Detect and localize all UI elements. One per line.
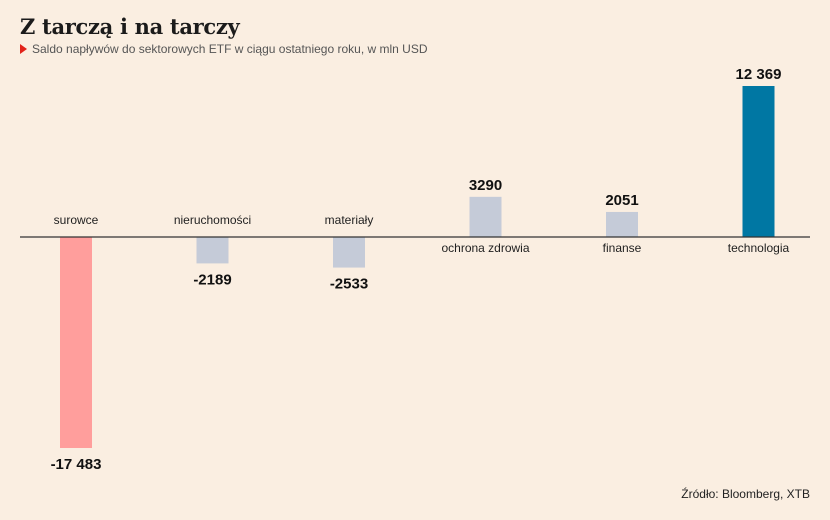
category-label-1: nieruchomości [174, 213, 251, 227]
category-label-4: finanse [603, 241, 642, 255]
category-label-3: ochrona zdrowia [441, 241, 529, 255]
red-triangle-icon [20, 44, 27, 54]
value-label-2: -2533 [330, 276, 368, 293]
source-note: Źródło: Bloomberg, XTB [681, 487, 810, 501]
category-label-0: surowce [54, 213, 99, 227]
chart-subtitle: Saldo napływów do sektorowych ETF w ciąg… [20, 42, 428, 56]
bar-3 [469, 196, 502, 237]
value-label-3: 3290 [469, 177, 502, 194]
category-label-5: technologia [728, 241, 790, 255]
category-label-2: materiały [325, 213, 374, 227]
value-label-1: -2189 [193, 271, 231, 288]
bar-0 [60, 237, 92, 448]
bar-4 [606, 211, 638, 237]
bar-5 [742, 86, 775, 237]
value-label-4: 2051 [605, 192, 638, 209]
value-label-5: 12 369 [736, 66, 782, 83]
bar-1 [196, 237, 229, 264]
chart-title: Z tarczą i na tarczy [20, 14, 240, 39]
value-label-0: -17 483 [51, 456, 102, 473]
bar-2 [333, 237, 365, 268]
subtitle-text: Saldo napływów do sektorowych ETF w ciąg… [32, 42, 428, 56]
